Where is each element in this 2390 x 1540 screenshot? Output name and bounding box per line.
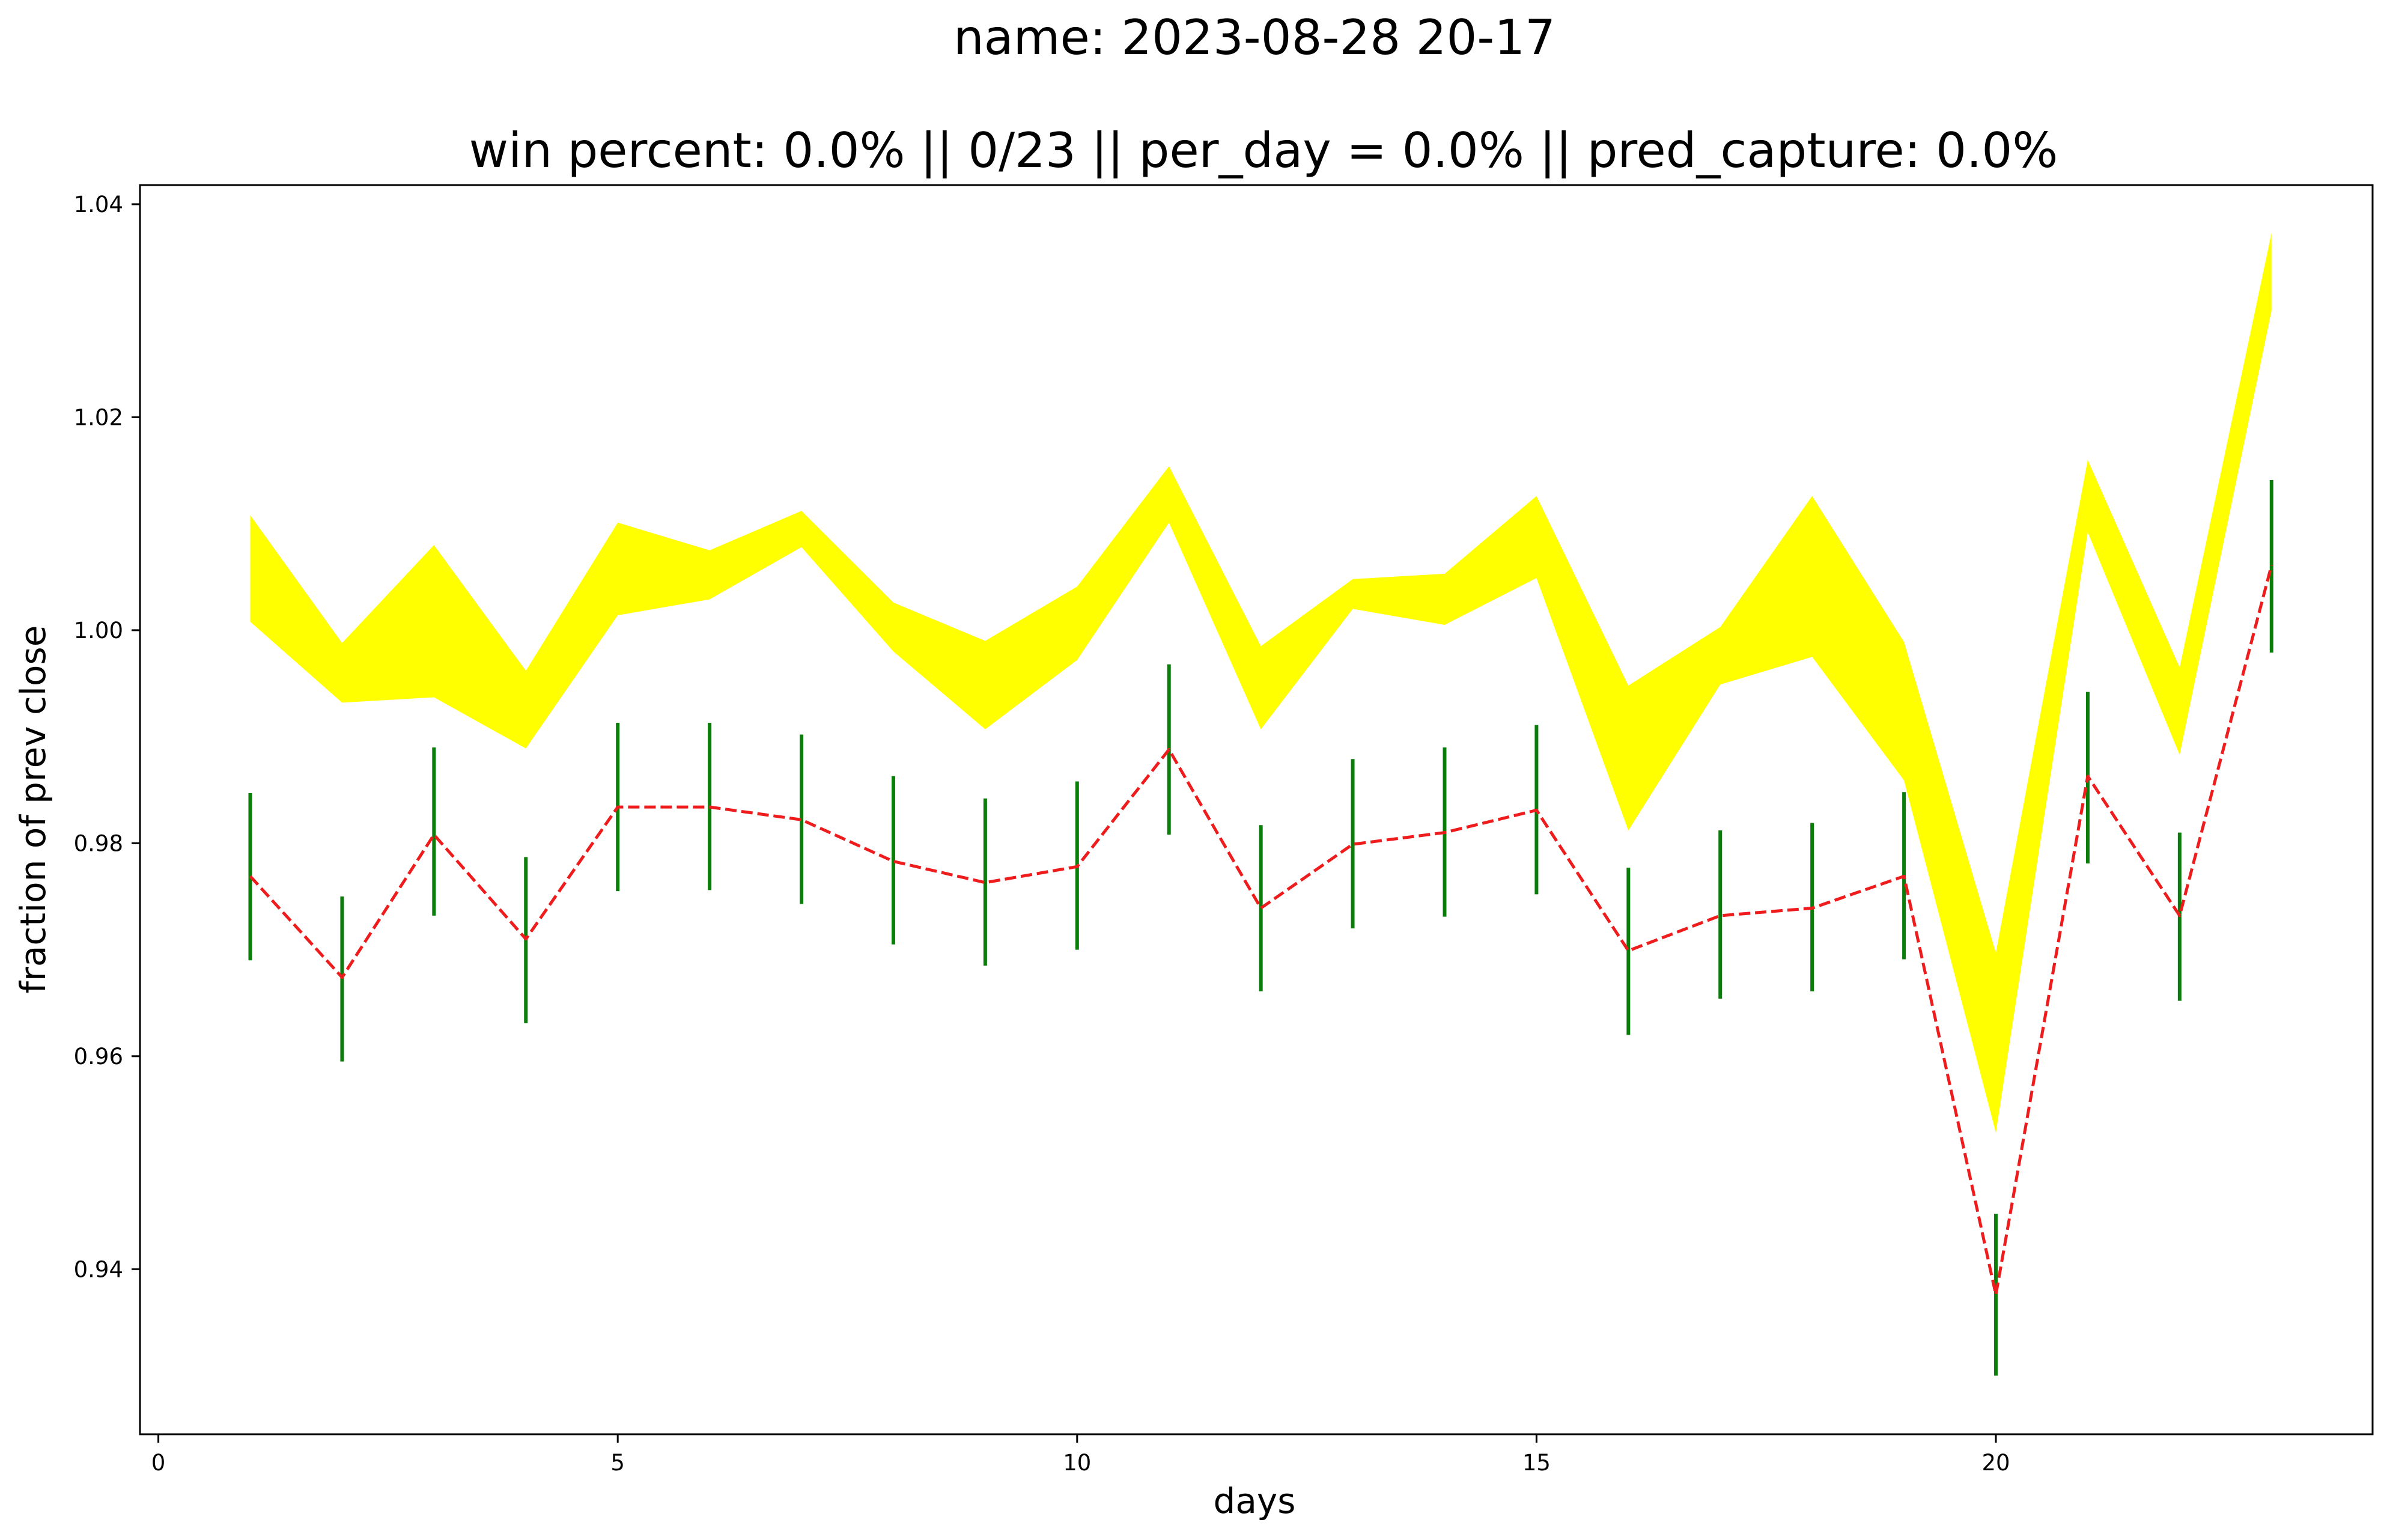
y-tick-label: 1.04 xyxy=(74,192,123,218)
y-tick-label: 0.94 xyxy=(74,1256,123,1282)
x-tick-label: 10 xyxy=(1063,1450,1091,1476)
prediction-band xyxy=(250,233,2272,1133)
y-tick-label: 0.98 xyxy=(74,830,123,856)
x-tick-label: 5 xyxy=(610,1450,625,1476)
y-axis-label: fraction of prev close xyxy=(13,625,53,994)
y-axis: 0.94 0.96 0.98 1.00 1.02 1.04 xyxy=(74,192,140,1282)
chart-title: name: 2023-08-28 20-17 xyxy=(953,10,1555,65)
x-axis: 0 5 10 15 20 xyxy=(151,1434,2010,1476)
y-tick-label: 1.00 xyxy=(74,618,123,644)
x-tick-label: 20 xyxy=(1981,1450,2010,1476)
y-tick-label: 1.02 xyxy=(74,404,123,430)
chart-subtitle: win percent: 0.0% || 0/23 || per_day = 0… xyxy=(469,123,2058,179)
series-line xyxy=(249,565,2273,1297)
x-axis-label: days xyxy=(1214,1481,1296,1521)
dashed-series xyxy=(249,565,2273,1297)
plot-frame xyxy=(139,184,2374,1435)
y-tick-label: 0.96 xyxy=(74,1044,123,1070)
x-tick-label: 15 xyxy=(1522,1450,1551,1476)
band-area xyxy=(250,233,2272,1133)
x-tick-label: 0 xyxy=(151,1450,166,1476)
plot-area xyxy=(248,233,2273,1376)
